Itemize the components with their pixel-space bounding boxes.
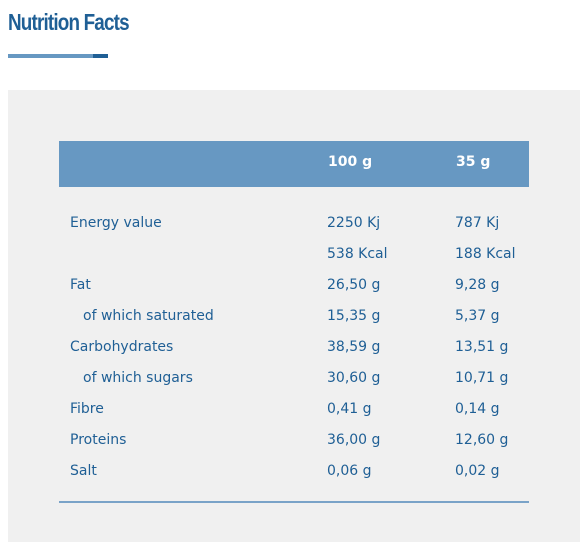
table-header: 100 g 35 g bbox=[59, 141, 529, 187]
value-100g: 30,60 g bbox=[327, 370, 381, 386]
value-100g: 538 Kcal bbox=[327, 246, 388, 262]
value-100g: 26,50 g bbox=[327, 277, 381, 293]
value-100g: 36,00 g bbox=[327, 432, 381, 448]
value-35g: 10,71 g bbox=[455, 370, 509, 386]
table-row-carbohydrates: Carbohydrates 38,59 g 13,51 g bbox=[59, 332, 529, 363]
row-label: of which sugars bbox=[83, 370, 193, 386]
value-100g: 38,59 g bbox=[327, 339, 381, 355]
table-row-energy-kj: Energy value 2250 Kj 787 Kj bbox=[59, 208, 529, 239]
header-100g: 100 g bbox=[328, 154, 373, 170]
row-label: Fat bbox=[70, 277, 91, 293]
title-underline-dark bbox=[93, 54, 108, 58]
value-100g: 0,41 g bbox=[327, 401, 372, 417]
row-label: Proteins bbox=[70, 432, 127, 448]
title-underline bbox=[8, 54, 108, 58]
nutrition-table: 100 g 35 g Energy value 2250 Kj 787 Kj 5… bbox=[59, 141, 529, 503]
table-row-saturated: of which saturated 15,35 g 5,37 g bbox=[59, 301, 529, 332]
value-35g: 188 Kcal bbox=[455, 246, 516, 262]
table-body: Energy value 2250 Kj 787 Kj 538 Kcal 188… bbox=[59, 187, 529, 503]
nutrition-panel: 100 g 35 g Energy value 2250 Kj 787 Kj 5… bbox=[8, 90, 580, 542]
value-35g: 9,28 g bbox=[455, 277, 500, 293]
table-row-fat: Fat 26,50 g 9,28 g bbox=[59, 270, 529, 301]
title-underline-light bbox=[8, 54, 93, 58]
value-100g: 0,06 g bbox=[327, 463, 372, 479]
value-35g: 13,51 g bbox=[455, 339, 509, 355]
row-label: Carbohydrates bbox=[70, 339, 174, 355]
table-row-fibre: Fibre 0,41 g 0,14 g bbox=[59, 394, 529, 425]
table-row-energy-kcal: 538 Kcal 188 Kcal bbox=[59, 239, 529, 270]
value-35g: 5,37 g bbox=[455, 308, 500, 324]
value-35g: 0,14 g bbox=[455, 401, 500, 417]
row-label: Energy value bbox=[70, 215, 162, 231]
table-row-sugars: of which sugars 30,60 g 10,71 g bbox=[59, 363, 529, 394]
page-title: Nutrition Facts bbox=[8, 9, 130, 35]
header-35g: 35 g bbox=[456, 154, 491, 170]
table-row-proteins: Proteins 36,00 g 12,60 g bbox=[59, 425, 529, 456]
table-row-salt: Salt 0,06 g 0,02 g bbox=[59, 456, 529, 487]
row-label: Salt bbox=[70, 463, 97, 479]
row-label: of which saturated bbox=[83, 308, 214, 324]
value-35g: 12,60 g bbox=[455, 432, 509, 448]
row-label: Fibre bbox=[70, 401, 104, 417]
value-100g: 15,35 g bbox=[327, 308, 381, 324]
value-35g: 787 Kj bbox=[455, 215, 500, 231]
value-35g: 0,02 g bbox=[455, 463, 500, 479]
value-100g: 2250 Kj bbox=[327, 215, 381, 231]
